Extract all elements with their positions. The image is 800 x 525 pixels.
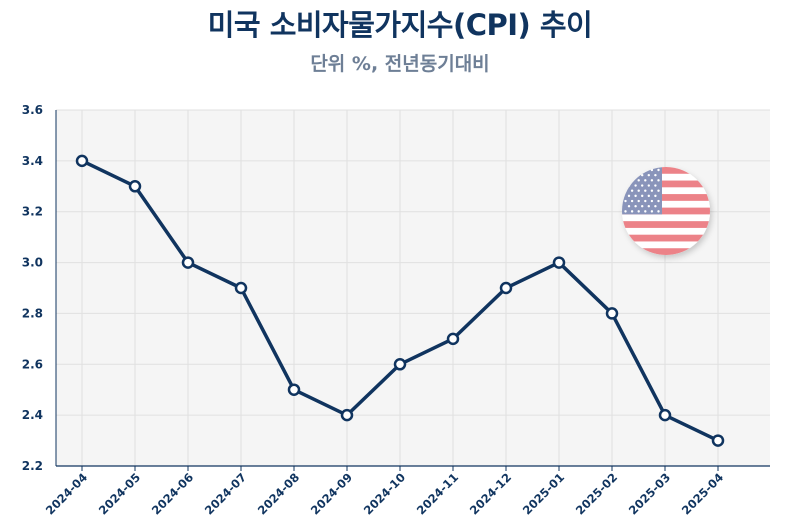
flag-star [624, 199, 627, 203]
us-flag-badge [622, 167, 710, 255]
x-tick-label: 2024-09 [308, 470, 355, 517]
us-flag-icon [622, 167, 710, 255]
flag-star [634, 184, 637, 187]
flag-stripe [622, 227, 710, 235]
x-tick-label: 2024-08 [255, 470, 302, 517]
flag-star [637, 189, 640, 192]
flag-star [630, 189, 634, 192]
y-tick-label: 2.2 [22, 459, 43, 473]
flag-stripe [622, 187, 710, 195]
flag-star [624, 210, 627, 213]
flag-star [641, 205, 644, 208]
data-point [75, 154, 89, 168]
flag-stripe [622, 173, 710, 181]
data-point [234, 281, 248, 295]
flag-star [650, 210, 654, 213]
data-point [711, 434, 725, 447]
x-tick-label: 2024-07 [202, 470, 249, 517]
x-tick-label: 2025-04 [679, 470, 726, 517]
flag-star [657, 189, 660, 192]
flag-stripe [622, 221, 710, 229]
series [75, 154, 725, 447]
flag-star [644, 210, 647, 213]
flag-star [630, 210, 634, 213]
flag-star [637, 199, 640, 203]
y-tick-label: 3.0 [22, 256, 43, 270]
flag-star [634, 205, 637, 208]
x-tick-label: 2024-05 [96, 470, 143, 517]
x-tick-label: 2024-06 [149, 470, 196, 517]
flag-star [627, 194, 631, 198]
flag-star [657, 199, 660, 203]
flag-star [637, 210, 640, 213]
y-tick-label: 3.4 [22, 154, 43, 168]
flag-star [654, 173, 657, 177]
x-tick-label: 2025-02 [573, 470, 620, 517]
data-point [287, 383, 301, 396]
y-tick-label: 3.2 [22, 205, 43, 219]
flag-star [644, 189, 647, 192]
flag-stripe [622, 214, 710, 222]
flag-star [641, 173, 644, 177]
data-point [658, 408, 672, 422]
flag-star [641, 184, 644, 187]
x-tick-label: 2024-11 [414, 470, 461, 517]
data-point [340, 408, 354, 422]
data-point [181, 256, 195, 269]
data-point [499, 281, 513, 295]
y-tick-label: 3.6 [22, 103, 43, 117]
flag-star [644, 179, 647, 182]
flag-stripe [622, 200, 710, 208]
data-point [446, 332, 460, 346]
data-point [605, 307, 619, 320]
flag-star [630, 199, 634, 203]
flag-stripe [622, 180, 710, 188]
flag-stripe [622, 207, 710, 215]
flag-star [634, 194, 637, 198]
data-point [128, 180, 142, 193]
x-tick-label: 2024-10 [361, 470, 408, 517]
flag-star [650, 199, 654, 203]
x-tick-label: 2024-04 [43, 470, 90, 517]
flag-stripe [622, 167, 710, 175]
flag-stripe [622, 194, 710, 202]
flag-star [650, 189, 654, 192]
flag-star [654, 205, 657, 208]
y-tick-label: 2.8 [22, 306, 43, 320]
data-point [552, 256, 566, 269]
flag-star [657, 210, 660, 213]
x-tick-label: 2024-12 [467, 470, 514, 517]
flag-star [657, 168, 660, 172]
y-tick-label: 2.6 [22, 357, 43, 371]
flag-stripe [622, 248, 710, 255]
flag-star [641, 194, 644, 198]
flag-star [657, 179, 660, 182]
flag-star [644, 199, 647, 203]
x-tick-label: 2025-01 [520, 470, 567, 517]
flag-body [622, 167, 710, 255]
flag-star [647, 173, 650, 177]
flag-star [637, 179, 640, 182]
y-tick-label: 2.4 [22, 408, 43, 422]
flag-stripe [622, 241, 710, 249]
flag-stripe [622, 234, 710, 242]
x-tick-label: 2025-03 [626, 470, 673, 517]
flag-star [627, 205, 631, 208]
flag-star [650, 179, 654, 182]
flag-star [647, 194, 650, 198]
flag-star [654, 184, 657, 187]
flag-star [654, 194, 657, 198]
flag-star [647, 184, 650, 187]
flag-star [647, 205, 650, 208]
chart-title: 미국 소비자물가지수(CPI) 추이 [207, 8, 593, 42]
plot-area [56, 110, 770, 466]
chart-subtitle: 단위 %, 전년동기대비 [310, 53, 490, 75]
data-point [393, 358, 407, 371]
